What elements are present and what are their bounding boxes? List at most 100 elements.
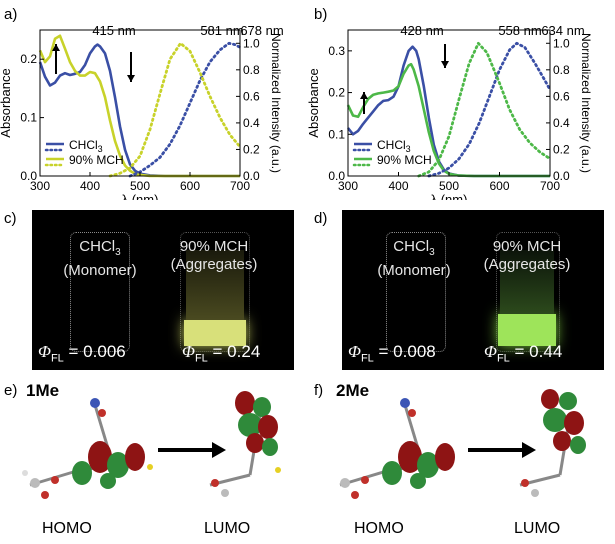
x-tick-label: 500 — [130, 179, 150, 193]
photo-d-right-label: 90% MCH (Aggregates) — [477, 238, 577, 274]
glow-c-upper — [186, 250, 244, 320]
series-line-b-1 — [346, 62, 550, 178]
y2-tick-label: 0.6 — [243, 89, 260, 103]
peak-annotation: 428 nm — [400, 23, 443, 38]
photo-d: CHCl3 (Monomer) 90% MCH (Aggregates) ΦFL… — [342, 210, 604, 370]
y-tick-label: 0.2 — [328, 86, 345, 100]
down-arrow — [127, 52, 135, 82]
phi-symbol: Φ — [38, 342, 51, 361]
phi-d-right-value: = 0.44 — [514, 342, 563, 361]
phi-symbol: Φ — [484, 342, 497, 361]
y2-axis-label: Normalized Intensity (a.u.) — [579, 33, 593, 173]
panel-letter-e-text: e) — [4, 382, 18, 399]
phi-d-right: ΦFL = 0.44 — [484, 342, 562, 364]
up-arrow — [360, 92, 368, 114]
phi-c-left-value: = 0.006 — [68, 342, 126, 361]
y-tick-label: 0.1 — [328, 127, 345, 141]
glow-d-upper — [500, 250, 554, 314]
vial-right-c — [180, 232, 250, 352]
y2-tick-label: 1.0 — [553, 36, 570, 50]
series-line-b-2 — [427, 41, 552, 178]
glow-c — [184, 320, 246, 346]
x-tick-label: 600 — [180, 179, 200, 193]
chart-a: 300 400 500 600 7000.00.10.20.00.20.40.60.81… — [0, 23, 284, 200]
series-line-b-3 — [417, 41, 552, 178]
orbital-illustration-f — [339, 389, 586, 499]
peak-annotation: 581 nm — [200, 23, 243, 38]
down-arrow — [441, 44, 449, 68]
panel-letter-d: d) — [314, 210, 328, 227]
phi-c-right-value: = 0.24 — [212, 342, 261, 361]
photo-c-left-line2: (Monomer) — [63, 262, 137, 279]
phi-sub: FL — [496, 352, 510, 365]
panel-letter-e: e) — [4, 382, 17, 399]
phi-sub: FL — [50, 352, 64, 365]
orbital-illustration-e — [22, 391, 281, 499]
up-arrow — [52, 44, 60, 74]
phi-c-left: ΦFL = 0.006 — [38, 342, 126, 364]
legend-label: 90% MCH — [69, 153, 124, 167]
y2-axis-label: Normalized Intensity (a.u.) — [269, 33, 283, 173]
y2-tick-label: 0.4 — [553, 116, 570, 130]
y2-tick-label: 0.4 — [243, 116, 260, 130]
y2-tick-label: 0.0 — [243, 169, 260, 183]
peak-annotation: 678 nm — [240, 23, 283, 38]
homo-molecule-f — [339, 398, 455, 499]
y-axis-label: Absorbance — [0, 68, 13, 137]
phi-sub: FL — [360, 352, 374, 365]
panel-letter-f-text: f) — [314, 382, 324, 399]
photo-d-left-line2: (Monomer) — [377, 262, 451, 279]
homo-label-e: HOMO — [42, 520, 92, 537]
legend-label: 90% MCH — [377, 153, 432, 167]
y2-tick-label: 0.0 — [553, 169, 570, 183]
glow-d — [498, 314, 556, 346]
photo-d-left-label: CHCl3 (Monomer) — [364, 238, 464, 280]
panel-letter-b: b) — [314, 6, 328, 23]
phi-c-right: ΦFL = 0.24 — [182, 342, 260, 364]
photo-d-right-line1: 90% MCH — [492, 238, 562, 255]
photo-c-left-label: CHCl3 (Monomer) — [50, 238, 150, 280]
y2-tick-label: 0.6 — [553, 89, 570, 103]
compound-label-f: 2Me — [336, 381, 370, 400]
peak-annotation: 415 nm — [92, 23, 135, 38]
y2-tick-label: 0.8 — [243, 63, 260, 77]
panel-letter-f: f) — [314, 382, 323, 399]
arrow-f — [468, 442, 536, 458]
photo-c-right-label: 90% MCH (Aggregates) — [164, 238, 264, 274]
x-tick-label: 700 — [230, 179, 250, 193]
x-tick-label: 300 — [30, 179, 50, 193]
phi-d-left-value: = 0.008 — [378, 342, 436, 361]
vial-left-d — [386, 232, 446, 352]
vial-right-d — [496, 232, 560, 352]
x-axis-label: λ (nm) — [122, 192, 159, 200]
compound-label-e: 1Me — [26, 381, 60, 400]
peak-annotation: 634 nm — [541, 23, 584, 38]
x-axis-label: λ (nm) — [431, 192, 468, 200]
phi-symbol: Φ — [348, 342, 361, 361]
series-line-a-3 — [108, 41, 242, 178]
phi-symbol: Φ — [182, 342, 195, 361]
photo-c-left-sub: 3 — [115, 247, 121, 258]
photo-d-left-sub: 3 — [429, 247, 435, 258]
panel-letter-a: a) — [4, 6, 18, 23]
photo-c: CHCl3 (Monomer) 90% MCH (Aggregates) ΦFL… — [32, 210, 294, 370]
legend-label: CHCl3 — [377, 138, 411, 154]
y2-tick-label: 0.2 — [553, 142, 570, 156]
y-tick-label: 0.1 — [20, 111, 37, 125]
photo-c-left-line1: CHCl — [79, 238, 116, 255]
y2-tick-label: 0.2 — [243, 142, 260, 156]
y2-tick-label: 1.0 — [243, 36, 260, 50]
vial-left-c — [70, 232, 130, 352]
y-tick-label: 0.0 — [20, 169, 37, 183]
photo-d-left-line1: CHCl — [393, 238, 430, 255]
lumo-label-f: LUMO — [514, 520, 561, 537]
lumo-molecule-f — [519, 389, 586, 497]
y-tick-label: 0.0 — [328, 169, 345, 183]
x-tick-label: 500 — [439, 179, 459, 193]
chart-b: 300 400 500 600 7000.00.10.20.30.00.20.40.60… — [308, 23, 593, 200]
x-tick-label: 700 — [540, 179, 560, 193]
x-tick-label: 400 — [80, 179, 100, 193]
legend-label: CHCl3 — [69, 138, 103, 154]
y2-tick-label: 0.8 — [553, 63, 570, 77]
peak-annotation: 558 nm — [498, 23, 541, 38]
